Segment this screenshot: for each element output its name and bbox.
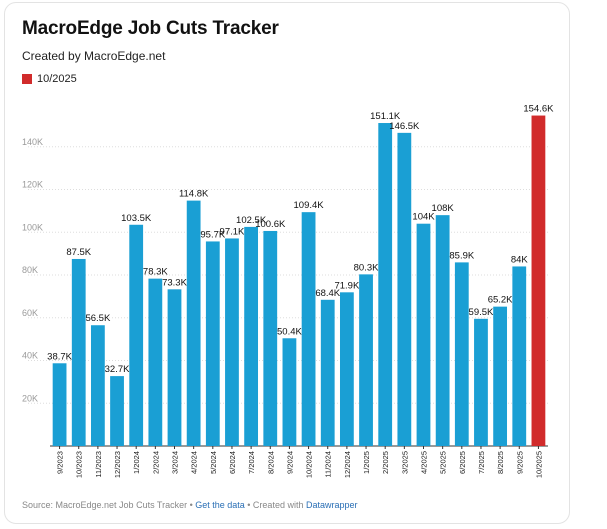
data-label: 108K — [432, 203, 455, 214]
bar — [435, 215, 450, 446]
x-tick-label: 11/2024 — [324, 451, 333, 478]
data-label: 103.5K — [121, 213, 152, 224]
x-tick-label: 10/2025 — [534, 451, 543, 478]
x-tick-label: 11/2023 — [94, 451, 103, 478]
data-label: 97.1K — [220, 226, 245, 237]
bar — [474, 318, 488, 446]
x-tick-label: 9/2025 — [515, 451, 524, 474]
bar — [90, 325, 105, 446]
y-tick-label: 120K — [22, 180, 43, 190]
bar — [110, 376, 124, 446]
data-label: 151.1K — [370, 111, 401, 122]
x-tick-label: 3/2024 — [171, 451, 180, 474]
bar — [512, 266, 527, 446]
footer-separator: • — [187, 500, 196, 510]
x-tick-label: 9/2023 — [56, 451, 65, 474]
data-label: 50.4K — [277, 326, 302, 337]
y-tick-label: 60K — [22, 308, 38, 318]
data-label: 32.7K — [105, 364, 130, 375]
footer-created-with: • Created with — [244, 500, 306, 510]
chart-subtitle: Created by MacroEdge.net — [22, 49, 166, 63]
data-label: 68.4K — [315, 288, 340, 299]
x-tick-label: 7/2025 — [477, 451, 486, 474]
data-label: 38.7K — [47, 351, 72, 362]
data-label: 65.2K — [488, 295, 513, 306]
x-tick-label: 3/2025 — [400, 451, 409, 474]
legend-swatch — [22, 74, 32, 84]
bar — [320, 299, 335, 446]
data-label: 100.6K — [255, 219, 286, 230]
bar — [493, 306, 508, 446]
y-tick-label: 80K — [22, 265, 38, 275]
bar — [397, 132, 412, 446]
data-label: 78.3K — [143, 267, 168, 278]
bar — [205, 241, 220, 446]
bar — [52, 363, 67, 446]
footer: Source: MacroEdge.net Job Cuts Tracker •… — [22, 500, 358, 510]
datawrapper-link[interactable]: Datawrapper — [305, 500, 358, 510]
bar — [454, 262, 469, 446]
legend: 10/2025 — [22, 73, 77, 85]
bar — [339, 292, 354, 446]
get-the-data-link[interactable]: Get the data — [195, 500, 245, 510]
chart-title: MacroEdge Job Cuts Tracker — [22, 18, 279, 39]
data-label: 114.8K — [179, 189, 209, 200]
y-tick-label: 20K — [22, 393, 38, 403]
x-tick-label: 5/2025 — [439, 451, 448, 474]
bar — [129, 224, 144, 446]
x-tick-label: 6/2025 — [458, 451, 467, 474]
data-label: 85.9K — [449, 250, 474, 261]
x-tick-label: 2/2025 — [381, 451, 390, 474]
data-label: 146.5K — [389, 121, 420, 132]
bar — [186, 200, 201, 446]
data-label: 154.6K — [523, 104, 554, 115]
bar — [71, 258, 86, 446]
x-tick-label: 5/2024 — [209, 451, 218, 474]
x-tick-label: 8/2025 — [496, 451, 505, 474]
x-tick-label: 4/2025 — [420, 451, 429, 474]
bar — [531, 115, 546, 446]
bar — [244, 226, 259, 446]
x-tick-label: 1/2024 — [132, 451, 141, 474]
data-label: 95.7K — [200, 229, 225, 240]
x-tick-label: 12/2024 — [343, 451, 352, 478]
bar — [148, 278, 163, 446]
footer-source: Source: MacroEdge.net Job Cuts Tracker — [22, 500, 188, 510]
bar — [359, 274, 373, 446]
data-label: 56.5K — [85, 313, 110, 324]
bar — [282, 338, 297, 446]
data-label: 80.3K — [354, 262, 379, 273]
x-tick-label: 7/2024 — [247, 451, 256, 474]
bar — [263, 230, 278, 446]
data-label: 84K — [511, 254, 529, 265]
x-tick-label: 10/2023 — [75, 451, 84, 478]
bar — [225, 238, 239, 446]
y-tick-label: 40K — [22, 351, 38, 361]
bar — [167, 289, 182, 446]
data-label: 71.9K — [334, 280, 359, 291]
data-label: 102.5K — [236, 215, 267, 226]
y-tick-label: 100K — [22, 222, 43, 232]
x-tick-label: 9/2024 — [285, 451, 294, 474]
data-label: 104K — [412, 212, 435, 223]
y-tick-label: 140K — [22, 137, 43, 147]
bar — [416, 223, 431, 446]
x-tick-label: 10/2024 — [305, 451, 314, 478]
x-tick-label: 2/2024 — [151, 451, 160, 474]
bar — [301, 212, 316, 446]
x-tick-label: 8/2024 — [266, 451, 275, 474]
x-tick-label: 12/2023 — [113, 451, 122, 478]
x-tick-label: 6/2024 — [228, 451, 237, 474]
legend-label: 10/2025 — [37, 73, 77, 85]
x-tick-label: 1/2025 — [362, 451, 371, 474]
data-label: 73.3K — [162, 277, 187, 288]
data-label: 109.4K — [294, 200, 325, 211]
x-tick-label: 4/2024 — [190, 451, 199, 474]
bar — [378, 123, 393, 447]
data-label: 59.5K — [469, 307, 494, 318]
data-label: 87.5K — [66, 247, 91, 258]
